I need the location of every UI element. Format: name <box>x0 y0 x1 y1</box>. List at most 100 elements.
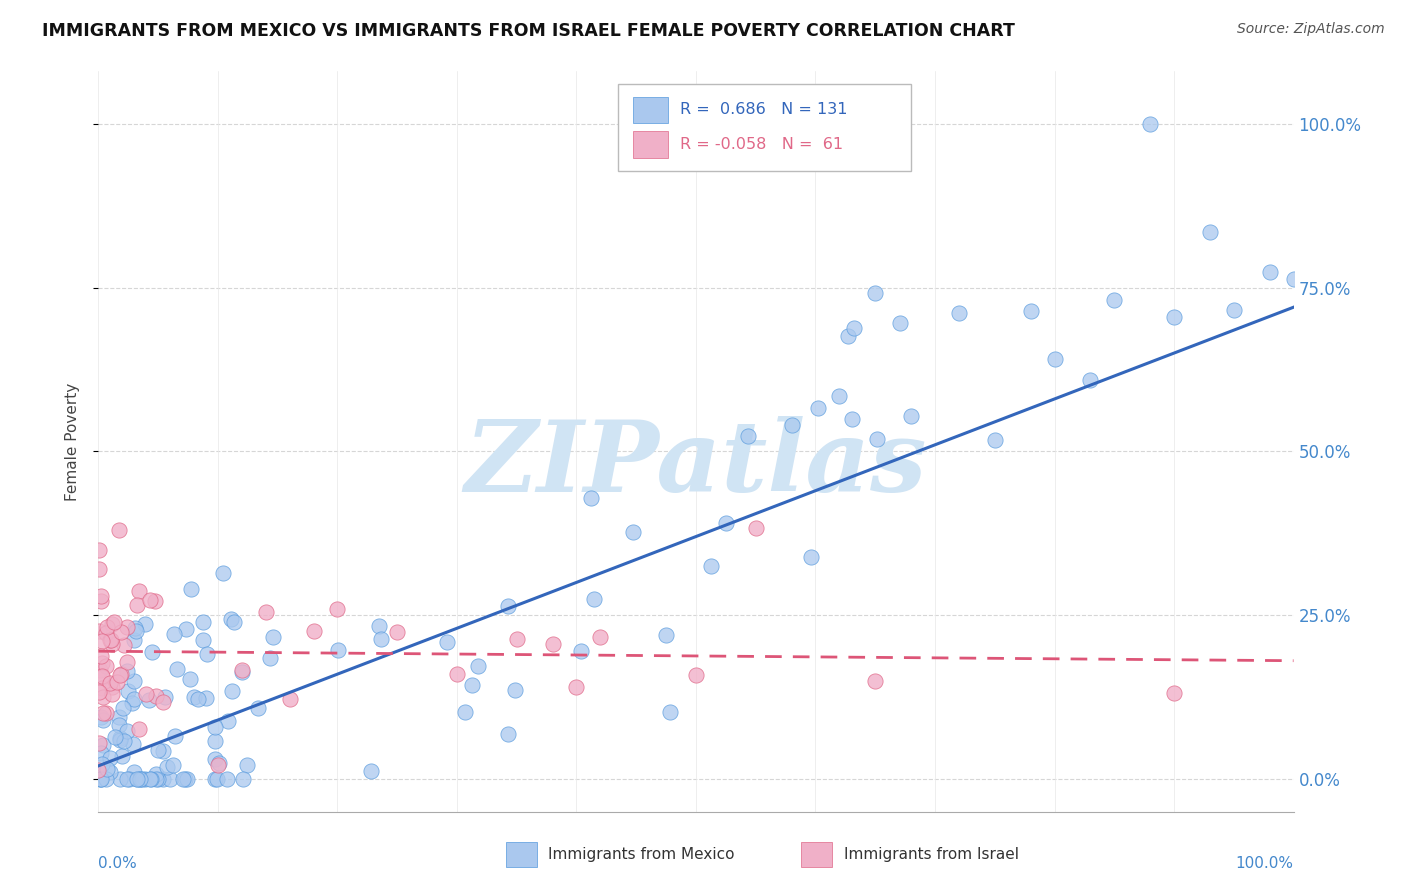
Point <box>90 670 112 684</box>
Point <box>104 731 127 745</box>
Point <box>503 683 526 698</box>
Text: ZIPatlas: ZIPatlas <box>465 416 927 512</box>
Point <box>108 733 131 747</box>
Point <box>110 772 132 786</box>
Point <box>204 734 226 748</box>
Point <box>141 645 163 659</box>
Point <box>745 521 768 535</box>
Point <box>152 744 174 758</box>
Point <box>174 622 197 636</box>
Point <box>143 594 166 608</box>
Point <box>326 601 349 615</box>
Point <box>163 729 186 743</box>
Point <box>900 409 922 423</box>
Point <box>94 625 117 640</box>
Point <box>112 701 135 715</box>
Point <box>232 772 254 786</box>
Point <box>112 734 135 748</box>
Point <box>204 772 226 786</box>
Point <box>219 612 242 626</box>
Point <box>89 685 111 699</box>
Point <box>125 599 148 613</box>
Point <box>221 684 243 698</box>
Point <box>108 731 131 745</box>
Point <box>1163 686 1185 700</box>
Point <box>194 690 217 705</box>
Point <box>159 772 181 786</box>
Point <box>215 772 238 786</box>
Point <box>828 389 851 403</box>
Point <box>176 772 198 786</box>
Point <box>131 772 153 786</box>
Point <box>180 582 202 596</box>
Point <box>98 765 121 780</box>
Point <box>589 631 612 645</box>
Point <box>207 757 229 772</box>
Point <box>122 765 145 780</box>
Point <box>278 692 301 706</box>
Point <box>780 418 803 433</box>
Point <box>91 657 114 671</box>
Point <box>148 772 170 786</box>
Point <box>807 401 830 415</box>
Point <box>87 736 110 750</box>
Point <box>193 632 215 647</box>
Point <box>91 633 114 648</box>
Point <box>124 621 146 635</box>
Text: R = -0.058   N =  61: R = -0.058 N = 61 <box>681 137 844 153</box>
Point <box>101 680 124 694</box>
Point <box>1223 302 1246 317</box>
Point <box>1282 271 1305 285</box>
Point <box>569 644 592 658</box>
Point <box>96 772 118 786</box>
Point <box>262 630 284 644</box>
Point <box>208 756 231 771</box>
Point <box>96 658 118 673</box>
Point <box>205 772 228 786</box>
Point <box>1104 293 1126 307</box>
Point <box>236 757 259 772</box>
Point <box>90 756 112 771</box>
Point <box>110 667 132 681</box>
Point <box>498 727 520 741</box>
Point <box>124 674 146 689</box>
Point <box>583 592 606 607</box>
Point <box>90 772 112 786</box>
Point <box>108 718 131 732</box>
Point <box>115 772 138 786</box>
Point <box>100 675 122 690</box>
Point <box>152 772 174 786</box>
Point <box>128 584 150 599</box>
Point <box>96 762 118 776</box>
Point <box>162 758 184 772</box>
Text: Immigrants from Israel: Immigrants from Israel <box>844 847 1018 862</box>
Point <box>254 605 277 619</box>
Point <box>368 618 391 632</box>
Point <box>187 691 209 706</box>
Point <box>117 683 139 698</box>
Point <box>90 589 112 603</box>
Point <box>841 412 863 426</box>
Point <box>118 772 141 786</box>
Point <box>1258 265 1281 279</box>
Point <box>579 491 602 505</box>
Point <box>90 594 112 608</box>
Point <box>115 655 138 669</box>
Point <box>541 636 564 650</box>
Point <box>621 525 644 540</box>
Point <box>166 662 188 676</box>
FancyBboxPatch shape <box>619 84 911 171</box>
Point <box>90 648 112 663</box>
Point <box>100 751 122 765</box>
Point <box>89 772 111 786</box>
Point <box>90 772 112 786</box>
Bar <box>633 131 668 158</box>
Point <box>385 624 409 639</box>
Point <box>506 632 529 647</box>
Point <box>231 663 253 677</box>
Point <box>467 659 489 673</box>
Point <box>112 638 135 652</box>
Point <box>1019 303 1042 318</box>
Point <box>259 651 281 665</box>
Point <box>865 285 887 300</box>
